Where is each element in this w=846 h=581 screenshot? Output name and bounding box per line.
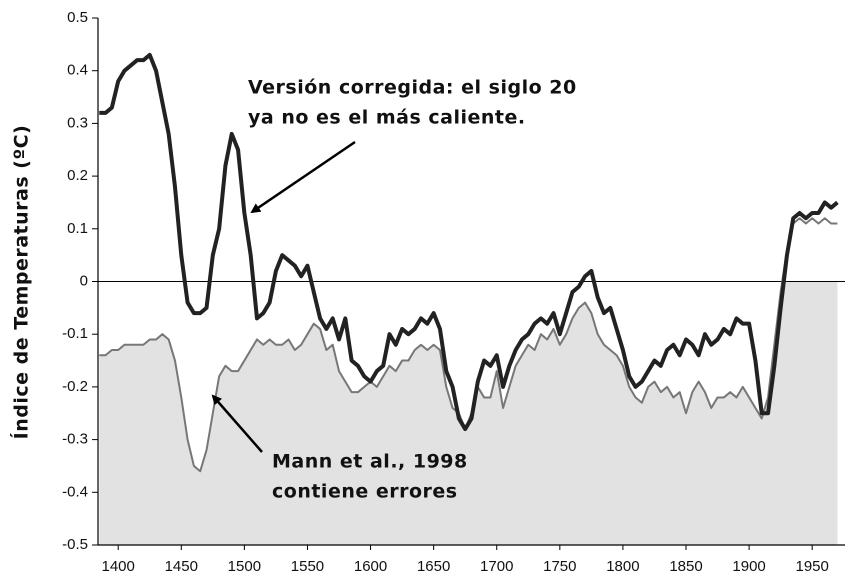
y-axis-label: Índice de Temperaturas (ºC) [10,125,33,440]
annotation-arrow [250,140,356,214]
y-tick-label: 0 [80,272,88,289]
x-tick-label: 1650 [417,558,450,575]
y-tick-label: -0.2 [62,378,88,395]
x-tick-label: 1700 [480,558,513,575]
y-tick-label: -0.3 [62,431,88,448]
area [99,281,838,545]
y-tick-label: 0.3 [67,114,88,131]
y-tick-label: 0.1 [67,220,88,237]
x-tick-label: 1450 [165,558,198,575]
y-tick-label: -0.4 [62,483,88,500]
line [99,52,839,432]
annotation-arrow [211,394,263,453]
annotation: ya no es el más caliente. [248,107,526,129]
annotation: Mann et al., 1998 [272,451,468,473]
x-tick-label: 1750 [543,558,576,575]
x-tick-label: 1500 [228,558,261,575]
plot-area: 0.5 0.4 0.3 0.2 0.1 0 -0.1 -0.2 -0.3 -0.4 -0.5 1400… [62,9,845,575]
y-tick-label: 0.2 [67,167,88,184]
x-tick-label: 1400 [102,558,135,575]
annotation: Versión corregida: el siglo 20 [248,77,577,99]
y-tick-label: 0.5 [67,9,88,26]
x-tick-label: 1550 [291,558,324,575]
x-tick-label: 1900 [732,558,765,575]
x-tick-label: 1950 [796,558,829,575]
x-tick-label: 1850 [669,558,702,575]
x-tick-label: 1600 [354,558,387,575]
y-tick-label: -0.1 [62,325,88,342]
x-tick-label: 1800 [606,558,639,575]
y-tick-label: 0.4 [67,62,88,79]
annotation: contiene errores [272,481,458,503]
y-tick-label: -0.5 [62,536,88,553]
